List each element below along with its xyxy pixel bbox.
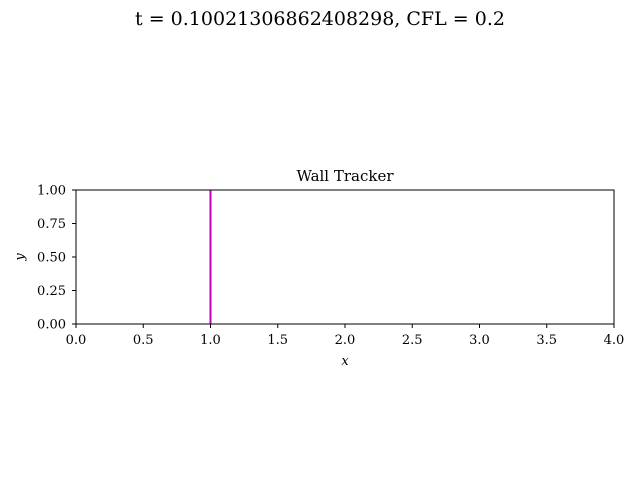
x-tick-label: 0.5 (133, 333, 154, 348)
x-axis: 0.0 0.5 1.0 1.5 2.0 2.5 3.0 3.5 4.0 (66, 324, 625, 348)
x-tick-label: 2.5 (402, 333, 423, 348)
y-axis: 0.00 0.25 0.50 0.75 1.00 (37, 184, 76, 333)
y-tick-label: 0.00 (37, 318, 66, 333)
x-tick-label: 3.0 (469, 333, 490, 348)
x-tick-label: 1.0 (200, 333, 221, 348)
y-tick-label: 0.50 (37, 251, 66, 266)
axes-background (76, 190, 614, 324)
y-tick-label: 0.75 (37, 217, 66, 232)
x-axis-label: x (341, 354, 349, 369)
axes-title: Wall Tracker (296, 167, 394, 185)
x-tick-label: 3.5 (536, 333, 557, 348)
figure-suptitle: t = 0.10021306862408298, CFL = 0.2 (135, 8, 505, 30)
y-tick-label: 0.25 (37, 284, 66, 299)
plot-area (75, 189, 615, 325)
x-tick-label: 4.0 (604, 333, 625, 348)
y-axis-label: y (13, 253, 28, 262)
x-tick-label: 2.0 (335, 333, 356, 348)
x-tick-label: 0.0 (66, 333, 87, 348)
x-tick-label: 1.5 (267, 333, 288, 348)
y-tick-label: 1.00 (37, 184, 66, 199)
